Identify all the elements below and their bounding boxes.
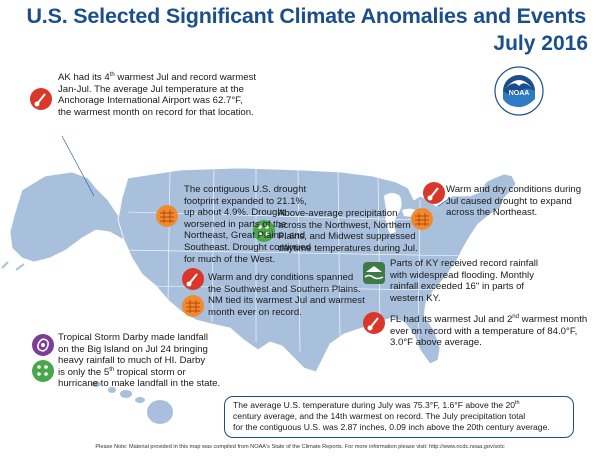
northeast-drought-icon <box>411 208 433 230</box>
aleutian-islands-shape <box>1 261 25 271</box>
hawaii-precipitation-icon <box>32 360 54 382</box>
page-title: U.S. Selected Significant Climate Anomal… <box>26 4 586 28</box>
southwest-drought-icon <box>182 295 204 317</box>
great-lakes-shape <box>384 193 402 234</box>
noaa-logo-text: NOAA <box>509 90 530 97</box>
kentucky-annotation: Parts of KY received record rainfall wit… <box>390 258 539 304</box>
kentucky-flood-icon <box>363 262 385 284</box>
page-subtitle: July 2016 <box>493 32 588 55</box>
alaska-annotation: AK had its 4th warmest Jul and record wa… <box>58 71 257 118</box>
southwest-annotation: Warm and dry conditions spanned the Sout… <box>208 272 365 318</box>
summary-box: The average U.S. temperature during July… <box>224 396 574 438</box>
hawaii-shape <box>91 381 173 424</box>
florida-annotation: FL had its warmest Jul and 2nd warmest m… <box>390 313 588 349</box>
florida-warm-icon <box>363 312 385 334</box>
northeast-annotation: Warm and dry conditions during Jul cause… <box>446 184 582 219</box>
hawaii-tropical-storm-icon <box>32 334 54 356</box>
alaska-warm-icon <box>30 88 52 110</box>
midwest-precipitation-icon <box>253 220 275 242</box>
northeast-warm-icon <box>423 182 445 204</box>
noaa-logo: NOAA <box>494 66 544 116</box>
drought-annotation: The contiguous U.S. drought footprint ex… <box>184 184 311 265</box>
drought-icon <box>156 205 178 227</box>
southwest-warm-icon <box>182 268 204 290</box>
footnote: Please Note: Material provided in this m… <box>95 444 505 450</box>
midwest-annotation: Above-average precipitation across the N… <box>278 208 418 254</box>
hawaii-annotation: Tropical Storm Darby made landfall on th… <box>58 332 221 390</box>
